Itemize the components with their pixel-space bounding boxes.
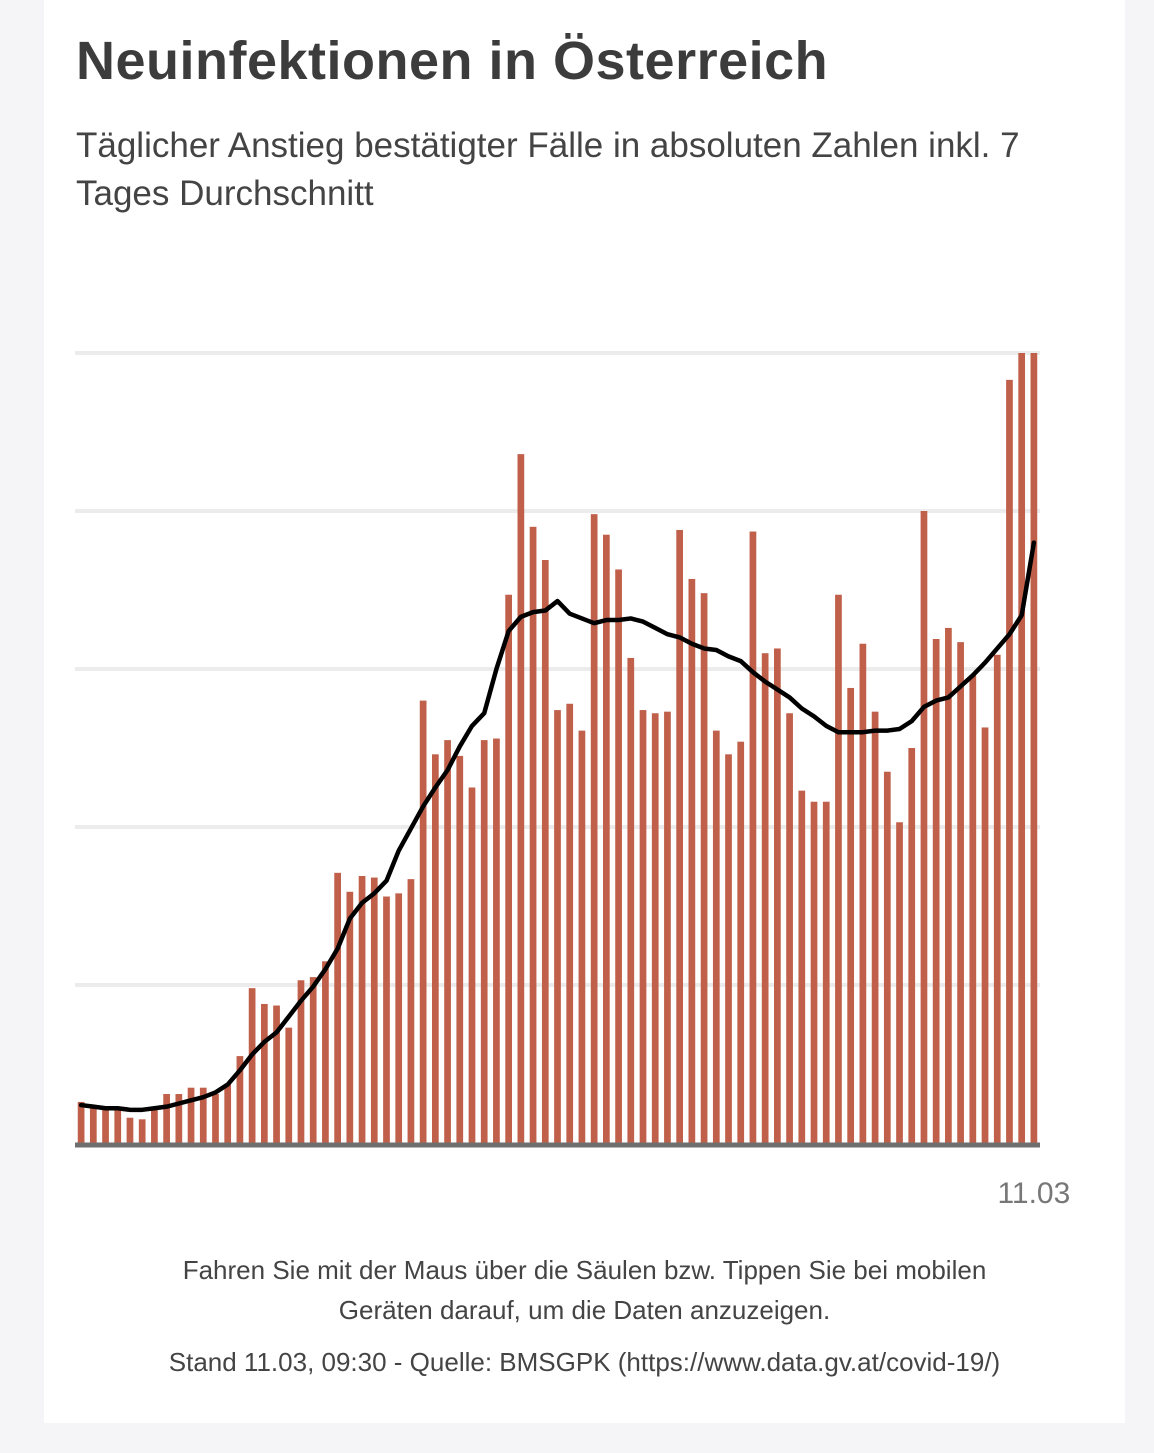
x-tick-label: 11.03 xyxy=(997,1177,1070,1210)
bar[interactable] xyxy=(883,771,891,1143)
bar[interactable] xyxy=(859,643,867,1143)
bar[interactable] xyxy=(151,1106,158,1143)
bar[interactable] xyxy=(1018,353,1026,1143)
source-note: Stand 11.03, 09:30 - Quelle: BMSGPK (htt… xyxy=(168,1347,1001,1377)
bar[interactable] xyxy=(639,710,647,1143)
cases-bar-chart: 11.03 xyxy=(75,351,1070,1210)
grid-lines xyxy=(75,351,1040,987)
bar[interactable] xyxy=(664,711,671,1143)
bar[interactable] xyxy=(798,790,806,1143)
bar[interactable] xyxy=(322,961,329,1143)
bar[interactable] xyxy=(431,754,439,1143)
bar[interactable] xyxy=(480,740,488,1143)
bar[interactable] xyxy=(248,988,256,1143)
bar[interactable] xyxy=(578,730,586,1143)
bar[interactable] xyxy=(541,559,549,1143)
bar[interactable] xyxy=(993,654,1001,1143)
bar[interactable] xyxy=(822,801,830,1143)
bar[interactable] xyxy=(334,872,341,1143)
bar[interactable] xyxy=(1006,379,1013,1143)
bar[interactable] xyxy=(309,977,317,1143)
bar[interactable] xyxy=(932,638,940,1143)
hover-instructions: Fahren Sie mit der Maus über die Säulen … xyxy=(44,1250,1125,1330)
bar[interactable] xyxy=(896,822,903,1143)
chart-subtitle: Täglicher Anstieg bestätigter Fälle in a… xyxy=(76,126,1020,213)
bar[interactable] xyxy=(285,1027,293,1143)
bar[interactable] xyxy=(89,1106,97,1143)
bar[interactable] xyxy=(383,896,390,1143)
bar[interactable] xyxy=(603,534,610,1143)
bar[interactable] xyxy=(945,627,952,1143)
bar[interactable] xyxy=(676,529,684,1143)
bar[interactable] xyxy=(725,754,732,1143)
bar[interactable] xyxy=(590,514,598,1143)
chart-card: Neuinfektionen in Österreich Täglicher A… xyxy=(44,0,1125,1423)
bar[interactable] xyxy=(468,787,476,1144)
bar[interactable] xyxy=(407,879,415,1143)
bar[interactable] xyxy=(517,454,525,1143)
bar[interactable] xyxy=(920,511,928,1143)
bar[interactable] xyxy=(871,711,879,1143)
bar[interactable] xyxy=(370,877,378,1143)
bar[interactable] xyxy=(615,569,622,1143)
bar[interactable] xyxy=(493,738,500,1143)
bar[interactable] xyxy=(444,740,451,1143)
bar[interactable] xyxy=(187,1087,195,1143)
bar[interactable] xyxy=(749,531,757,1143)
bar[interactable] xyxy=(651,713,659,1143)
bar[interactable] xyxy=(969,675,977,1143)
bar[interactable] xyxy=(236,1056,244,1143)
bar[interactable] xyxy=(700,593,708,1143)
bar[interactable] xyxy=(908,748,916,1143)
hover-instructions-line1: Fahren Sie mit der Maus über die Säulen … xyxy=(182,1255,987,1285)
bar[interactable] xyxy=(175,1094,183,1143)
bar[interactable] xyxy=(774,648,781,1143)
bar[interactable] xyxy=(77,1101,85,1143)
bars xyxy=(77,353,1038,1144)
bar[interactable] xyxy=(212,1094,219,1143)
bar[interactable] xyxy=(810,801,818,1143)
bar[interactable] xyxy=(102,1109,109,1143)
bar[interactable] xyxy=(847,687,855,1143)
bar[interactable] xyxy=(688,578,696,1143)
bar[interactable] xyxy=(273,1005,280,1143)
bar[interactable] xyxy=(712,730,720,1143)
bar[interactable] xyxy=(627,657,635,1143)
page-title: Neuinfektionen in Österreich xyxy=(76,31,829,91)
bar[interactable] xyxy=(163,1094,170,1143)
bar[interactable] xyxy=(126,1117,134,1143)
bar[interactable] xyxy=(981,727,989,1143)
bar[interactable] xyxy=(566,703,574,1143)
bar[interactable] xyxy=(761,653,769,1143)
bar[interactable] xyxy=(456,755,464,1143)
bar[interactable] xyxy=(737,741,745,1143)
bar[interactable] xyxy=(260,1003,268,1143)
bar[interactable] xyxy=(224,1084,232,1143)
bar[interactable] xyxy=(114,1109,122,1143)
hover-instructions-line2: Geräten darauf, um die Daten anzuzeigen. xyxy=(338,1295,831,1325)
bar[interactable] xyxy=(395,893,403,1143)
bar[interactable] xyxy=(346,891,354,1143)
bar[interactable] xyxy=(554,710,561,1143)
bar[interactable] xyxy=(199,1087,207,1143)
bar[interactable] xyxy=(835,594,842,1143)
bar[interactable] xyxy=(786,713,793,1143)
bar[interactable] xyxy=(297,980,305,1143)
bar[interactable] xyxy=(957,642,964,1143)
bar[interactable] xyxy=(1030,353,1038,1143)
seven-day-average-line xyxy=(78,540,1037,1113)
bar[interactable] xyxy=(529,526,537,1143)
bar[interactable] xyxy=(419,700,427,1143)
bar[interactable] xyxy=(358,875,366,1143)
bar[interactable] xyxy=(138,1119,146,1143)
bar[interactable] xyxy=(505,594,512,1143)
